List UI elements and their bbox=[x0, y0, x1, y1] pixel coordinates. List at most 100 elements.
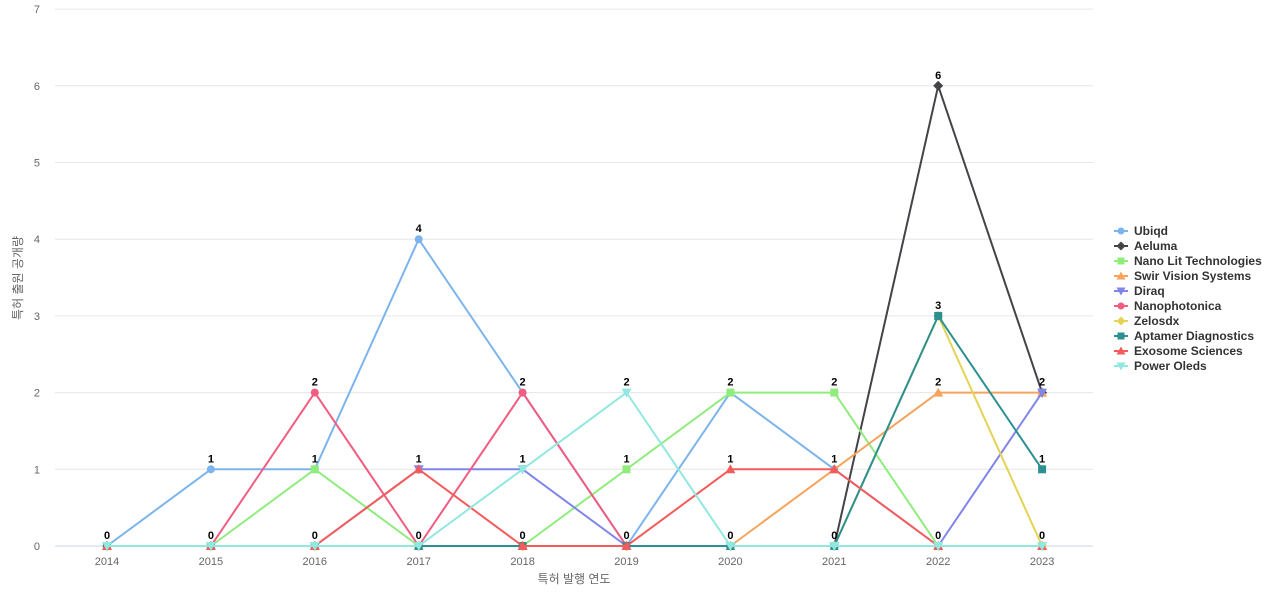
legend-marker bbox=[1116, 316, 1126, 326]
y-tick-label: 1 bbox=[34, 464, 40, 476]
legend-label: Diraq bbox=[1134, 284, 1165, 298]
legend-marker bbox=[1117, 257, 1125, 265]
data-label: 6 bbox=[935, 70, 941, 82]
legend-item[interactable]: Zelosdx bbox=[1114, 314, 1180, 328]
data-point bbox=[517, 465, 528, 475]
data-point bbox=[309, 542, 320, 551]
data-label: 0 bbox=[727, 530, 733, 542]
data-label: 0 bbox=[623, 530, 629, 542]
legend-item[interactable]: Nano Lit Technologies bbox=[1114, 254, 1262, 268]
y-tick-label: 0 bbox=[34, 541, 40, 553]
data-point bbox=[1037, 542, 1048, 551]
data-point bbox=[725, 542, 736, 551]
data-point bbox=[933, 542, 944, 551]
x-tick-label: 2014 bbox=[95, 556, 119, 568]
y-axis: 0 1 2 3 4 5 6 7 bbox=[34, 4, 40, 553]
x-tick-label: 2017 bbox=[406, 556, 430, 568]
series-power-oleds bbox=[102, 388, 1048, 551]
data-label: 1 bbox=[727, 453, 733, 465]
y-tick-label: 4 bbox=[34, 234, 40, 246]
x-tick-label: 2021 bbox=[822, 556, 846, 568]
data-label: 0 bbox=[416, 530, 422, 542]
legend-label: Power Oleds bbox=[1134, 359, 1207, 373]
data-label: 1 bbox=[831, 453, 837, 465]
data-label: 0 bbox=[520, 530, 526, 542]
data-label: 1 bbox=[623, 453, 629, 465]
data-label: 0 bbox=[208, 530, 214, 542]
y-axis-title: 특허 출원 공개량 bbox=[11, 236, 25, 320]
x-tick-label: 2018 bbox=[510, 556, 534, 568]
data-label: 0 bbox=[831, 530, 837, 542]
data-label: 3 bbox=[935, 300, 941, 312]
data-label: 0 bbox=[104, 530, 110, 542]
y-tick-label: 3 bbox=[34, 311, 40, 323]
series-line bbox=[106, 391, 1044, 547]
legend-marker bbox=[1116, 241, 1126, 251]
data-point bbox=[205, 542, 216, 551]
data-point bbox=[413, 542, 424, 551]
y-tick-label: 7 bbox=[34, 4, 40, 16]
data-point bbox=[413, 464, 424, 474]
legend-item[interactable]: Diraq bbox=[1114, 284, 1165, 298]
data-label: 0 bbox=[312, 530, 318, 542]
data-point bbox=[310, 465, 319, 474]
y-tick-label: 6 bbox=[34, 81, 40, 93]
legend-label: Aptamer Diagnostics bbox=[1134, 329, 1254, 343]
data-point bbox=[102, 542, 112, 551]
legend-item[interactable]: Swir Vision Systems bbox=[1114, 269, 1251, 283]
legend-label: Aeluma bbox=[1134, 239, 1178, 253]
data-label: 2 bbox=[935, 377, 941, 389]
data-label: 2 bbox=[1039, 377, 1045, 389]
data-point bbox=[310, 388, 319, 397]
data-point bbox=[206, 465, 215, 474]
legend-item[interactable]: Aptamer Diagnostics bbox=[1114, 329, 1254, 343]
data-point bbox=[414, 235, 423, 244]
data-label: 2 bbox=[831, 377, 837, 389]
legend-marker bbox=[1116, 362, 1126, 371]
data-label: 2 bbox=[312, 377, 318, 389]
data-point bbox=[621, 388, 632, 398]
x-tick-label: 2022 bbox=[926, 556, 950, 568]
data-point bbox=[830, 388, 839, 397]
x-tick-label: 2020 bbox=[718, 556, 742, 568]
data-label: 0 bbox=[1039, 530, 1045, 542]
data-label: 1 bbox=[312, 453, 318, 465]
legend-marker bbox=[1117, 332, 1125, 340]
data-label: 0 bbox=[935, 530, 941, 542]
x-tick-label: 2016 bbox=[303, 556, 327, 568]
series-lines bbox=[102, 80, 1048, 551]
legend-item[interactable]: Aeluma bbox=[1114, 239, 1178, 253]
data-label: 1 bbox=[520, 453, 526, 465]
legend-marker bbox=[1117, 302, 1125, 310]
legend-item[interactable]: Ubiqd bbox=[1114, 224, 1168, 238]
legend-item[interactable]: Power Oleds bbox=[1114, 359, 1207, 373]
legend-label: Nano Lit Technologies bbox=[1134, 254, 1262, 268]
y-tick-label: 2 bbox=[34, 388, 40, 400]
data-label: 2 bbox=[727, 377, 733, 389]
data-point bbox=[933, 80, 944, 91]
data-label: 4 bbox=[416, 223, 423, 235]
legend-marker bbox=[1116, 271, 1126, 280]
legend-label: Exosome Sciences bbox=[1134, 344, 1243, 358]
legend-marker bbox=[1116, 346, 1126, 355]
data-label: 1 bbox=[416, 453, 422, 465]
data-point bbox=[934, 311, 943, 320]
data-labels: 0 1 0 2 1 0 4 1 0 2 1 0 2 1 0 2 1 0 2 1 0 6 3 2 0 2 1 0 bbox=[104, 70, 1045, 542]
data-label: 1 bbox=[208, 453, 214, 465]
data-point bbox=[517, 541, 528, 550]
data-point bbox=[726, 388, 735, 397]
data-label: 2 bbox=[520, 377, 526, 389]
legend-item[interactable]: Exosome Sciences bbox=[1114, 344, 1243, 358]
data-label: 2 bbox=[623, 377, 629, 389]
y-tick-label: 5 bbox=[34, 158, 40, 170]
legend-item[interactable]: Nanophotonica bbox=[1114, 299, 1222, 313]
x-tick-label: 2019 bbox=[614, 556, 638, 568]
x-tick-label: 2015 bbox=[199, 556, 223, 568]
data-point bbox=[622, 465, 631, 474]
legend-label: Nanophotonica bbox=[1134, 299, 1222, 313]
data-point bbox=[725, 464, 736, 474]
legend-label: Swir Vision Systems bbox=[1134, 269, 1251, 283]
